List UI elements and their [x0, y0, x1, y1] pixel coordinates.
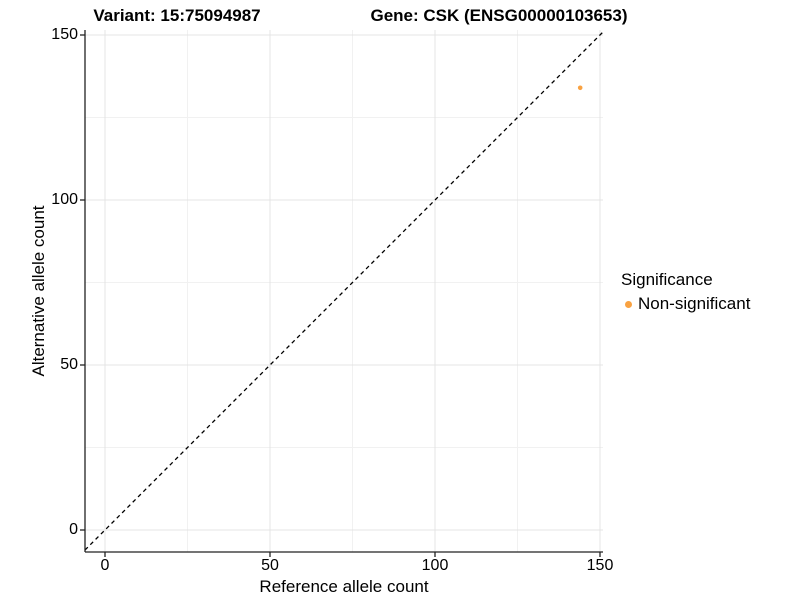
- legend-item-label: Non-significant: [638, 294, 751, 313]
- identity-line: [84, 31, 604, 551]
- x-axis-title: Reference allele count: [259, 577, 429, 596]
- plot-title-variant: Variant: 15:75094987: [93, 6, 261, 25]
- legend-key-dot-icon: [625, 300, 632, 308]
- y-tick-label: 100: [51, 191, 78, 208]
- x-tick-label: 0: [100, 557, 110, 574]
- y-tick-label: 150: [51, 26, 78, 43]
- x-tick-label: 100: [421, 557, 449, 574]
- data-point: [577, 85, 583, 91]
- x-tick-label: 150: [586, 557, 614, 574]
- y-tick-label: 0: [69, 521, 78, 538]
- legend-item: Non-significant: [625, 294, 750, 314]
- y-tick-label: 50: [60, 356, 78, 373]
- plot-title-gene: Gene: CSK (ENSG00000103653): [370, 6, 628, 25]
- x-tick-label: 50: [261, 557, 279, 574]
- y-axis-title: Alternative allele count: [29, 205, 48, 377]
- legend-title: Significance: [621, 270, 713, 289]
- legend: Significance Non-significant: [621, 270, 750, 314]
